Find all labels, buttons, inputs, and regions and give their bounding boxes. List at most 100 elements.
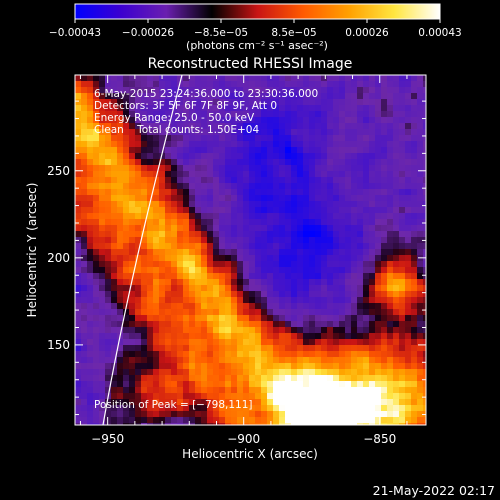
heatmap-cell <box>141 195 148 202</box>
heatmap-cell <box>267 195 274 202</box>
heatmap-cell <box>351 237 358 244</box>
heatmap-cell <box>135 285 142 292</box>
heatmap-cell <box>93 123 100 130</box>
heatmap-cell <box>177 243 184 250</box>
heatmap-cell <box>129 207 136 214</box>
heatmap-cell <box>219 261 226 268</box>
heatmap-cell <box>417 207 424 214</box>
heatmap-cell <box>75 291 82 298</box>
heatmap-cell <box>405 291 412 298</box>
heatmap-cell <box>189 129 196 136</box>
heatmap-cell <box>117 357 124 364</box>
heatmap-cell <box>411 81 418 88</box>
heatmap-cell <box>165 189 172 196</box>
heatmap-cell <box>357 201 364 208</box>
heatmap-cell <box>357 279 364 286</box>
heatmap-cell <box>315 327 322 334</box>
heatmap-cell <box>171 87 178 94</box>
heatmap-cell <box>93 375 100 382</box>
heatmap-cell <box>225 411 232 418</box>
heatmap-cell <box>117 237 124 244</box>
heatmap-cell <box>135 231 142 238</box>
heatmap-cell <box>423 75 426 82</box>
heatmap-cell <box>105 267 112 274</box>
heatmap-cell <box>387 345 394 352</box>
heatmap-cell <box>153 231 160 238</box>
heatmap-cell <box>327 219 334 226</box>
heatmap-cell <box>141 393 148 400</box>
heatmap-cell <box>309 129 316 136</box>
heatmap-cell <box>399 165 406 172</box>
heatmap-cell <box>273 147 280 154</box>
heatmap-cell <box>165 339 172 346</box>
heatmap-cell <box>411 291 418 298</box>
heatmap-cell <box>153 159 160 166</box>
heatmap-cell <box>207 123 214 130</box>
heatmap-cell <box>387 111 394 118</box>
heatmap-cell <box>345 117 352 124</box>
heatmap-cell <box>327 273 334 280</box>
heatmap-cell <box>249 417 256 424</box>
heatmap-cell <box>171 231 178 238</box>
heatmap-cell <box>75 279 82 286</box>
heatmap-cell <box>387 195 394 202</box>
heatmap-cell <box>117 75 124 82</box>
heatmap-cell <box>297 411 304 418</box>
heatmap-cell <box>405 309 412 316</box>
heatmap-cell <box>153 315 160 322</box>
heatmap-cell <box>165 225 172 232</box>
heatmap-cell <box>99 423 106 425</box>
heatmap-cell <box>357 111 364 118</box>
heatmap-cell <box>297 243 304 250</box>
heatmap-cell <box>165 111 172 118</box>
heatmap-cell <box>219 123 226 130</box>
heatmap-cell <box>219 351 226 358</box>
heatmap-cell <box>327 231 334 238</box>
heatmap-cell <box>405 111 412 118</box>
heatmap-cell <box>261 261 268 268</box>
heatmap-cell <box>339 279 346 286</box>
heatmap-cell <box>153 225 160 232</box>
heatmap-cell <box>291 171 298 178</box>
heatmap-cell <box>135 417 142 424</box>
heatmap-cell <box>219 291 226 298</box>
heatmap-cell <box>267 315 274 322</box>
heatmap-cell <box>393 213 400 220</box>
heatmap-cell <box>129 105 136 112</box>
heatmap-cell <box>159 417 166 424</box>
heatmap-cell <box>363 393 370 400</box>
heatmap-cell <box>309 225 316 232</box>
heatmap-cell <box>237 363 244 370</box>
heatmap-cell <box>111 183 118 190</box>
heatmap-cell <box>381 195 388 202</box>
heatmap-cell <box>111 123 118 130</box>
heatmap-cell <box>297 291 304 298</box>
heatmap-cell <box>87 327 94 334</box>
heatmap-cell <box>159 105 166 112</box>
heatmap-cell <box>381 219 388 226</box>
heatmap-cell <box>105 153 112 160</box>
heatmap-cell <box>375 381 382 388</box>
heatmap-cell <box>279 135 286 142</box>
heatmap-cell <box>141 327 148 334</box>
heatmap-cell <box>105 99 112 106</box>
heatmap-cell <box>111 315 118 322</box>
heatmap-cell <box>153 201 160 208</box>
heatmap-cell <box>315 159 322 166</box>
heatmap-cell <box>363 201 370 208</box>
heatmap-cell <box>279 333 286 340</box>
heatmap-cell <box>375 183 382 190</box>
heatmap-cell <box>321 159 328 166</box>
heatmap-cell <box>87 147 94 154</box>
heatmap-cell <box>387 315 394 322</box>
heatmap-cell <box>75 243 82 250</box>
heatmap-cell <box>285 159 292 166</box>
heatmap-cell <box>123 207 130 214</box>
heatmap-cell <box>315 177 322 184</box>
heatmap-cell <box>411 225 418 232</box>
heatmap-cell <box>87 363 94 370</box>
heatmap-cell <box>417 231 424 238</box>
heatmap-cell <box>387 117 394 124</box>
heatmap-cell <box>411 321 418 328</box>
heatmap-cell <box>153 87 160 94</box>
